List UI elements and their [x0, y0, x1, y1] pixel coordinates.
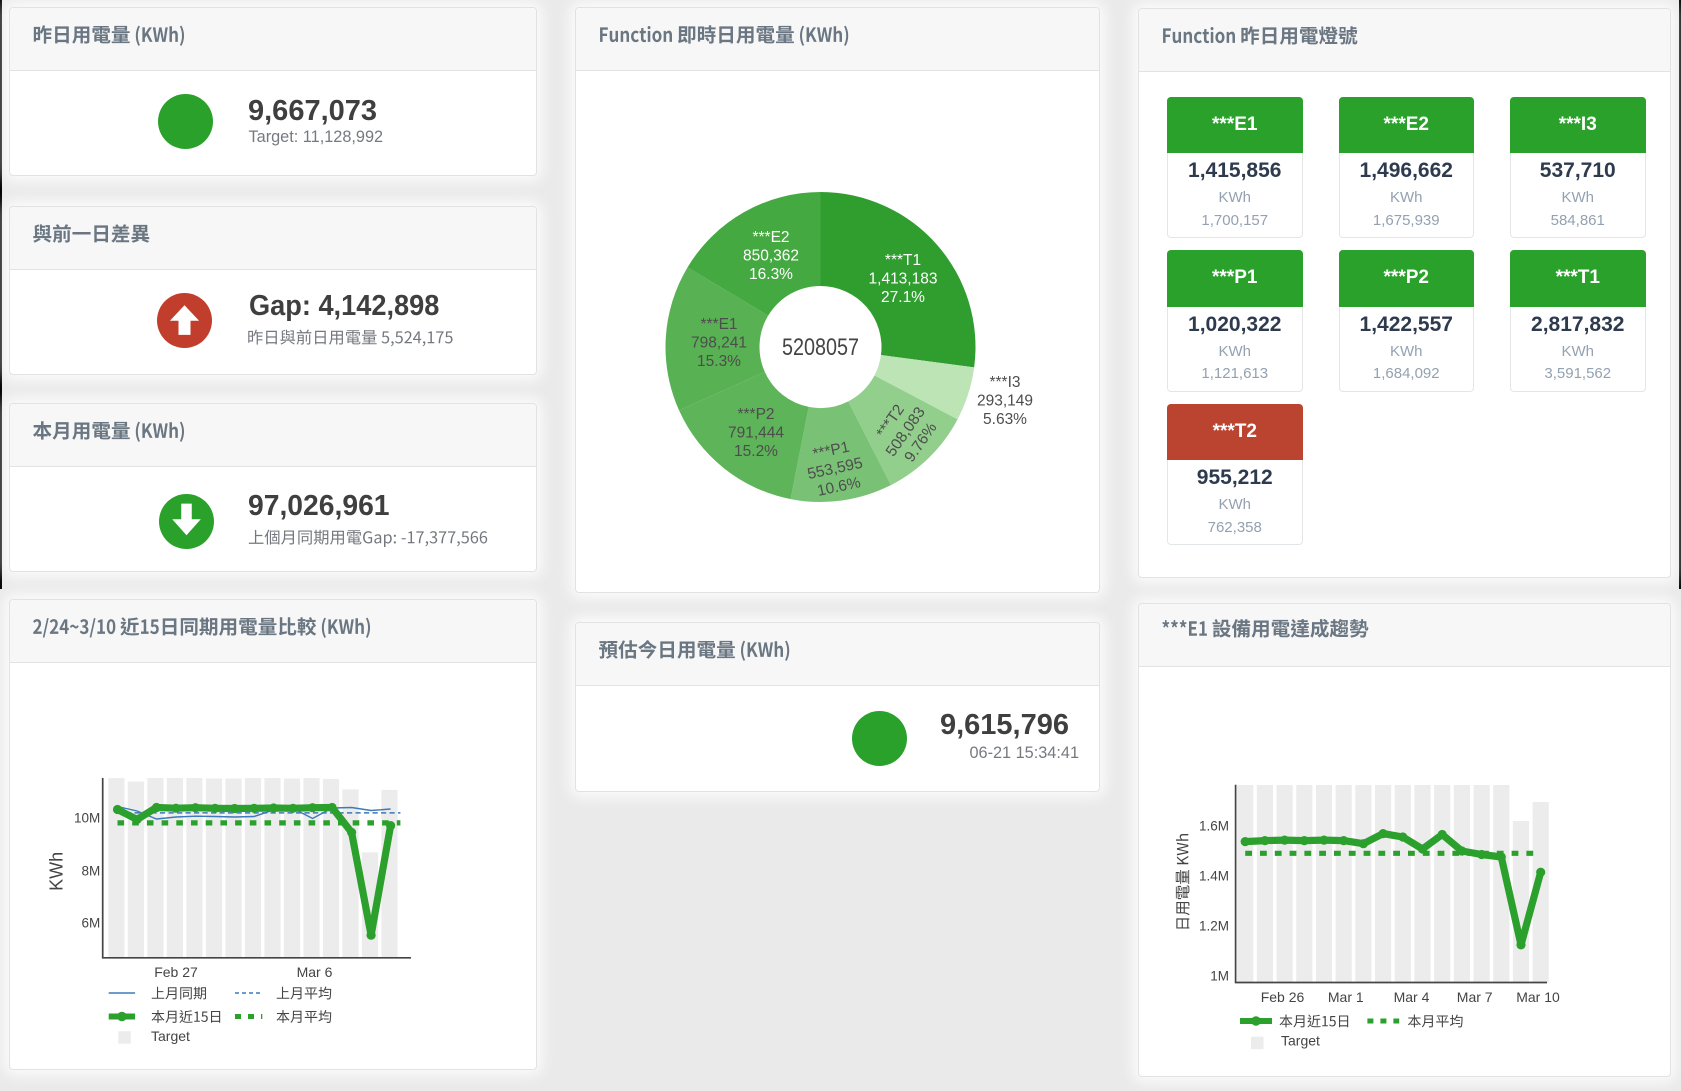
svg-text:850,362: 850,362: [743, 248, 799, 265]
svg-text:Mar 6: Mar 6: [297, 964, 333, 980]
svg-text:Mar 1: Mar 1: [1328, 989, 1364, 1005]
svg-text:16.3%: 16.3%: [749, 266, 793, 283]
svg-text:***P2: ***P2: [737, 406, 774, 423]
svg-text:Target: Target: [151, 1028, 190, 1044]
svg-text:10M: 10M: [74, 810, 100, 825]
svg-text:1.6M: 1.6M: [1199, 819, 1229, 834]
svg-text:1.4M: 1.4M: [1199, 869, 1229, 884]
svg-text:1,413,183: 1,413,183: [869, 271, 938, 288]
svg-text:27.1%: 27.1%: [881, 289, 925, 306]
svg-text:***E1: ***E1: [700, 316, 737, 333]
svg-text:Mar 7: Mar 7: [1457, 989, 1493, 1005]
svg-text:Mar 10: Mar 10: [1516, 989, 1560, 1005]
svg-text:15.3%: 15.3%: [697, 353, 741, 370]
svg-text:1M: 1M: [1210, 969, 1229, 984]
svg-text:1.2M: 1.2M: [1199, 919, 1229, 934]
svg-text:Target: Target: [1281, 1033, 1320, 1049]
svg-text:Mar 4: Mar 4: [1394, 989, 1430, 1005]
svg-text:15.2%: 15.2%: [734, 443, 778, 460]
svg-text:Feb 27: Feb 27: [154, 964, 198, 980]
svg-text:5.63%: 5.63%: [983, 411, 1027, 428]
svg-text:6M: 6M: [82, 915, 101, 930]
svg-text:5208057: 5208057: [782, 334, 859, 361]
svg-text:798,241: 798,241: [691, 335, 747, 352]
svg-text:***T1: ***T1: [885, 252, 921, 269]
svg-text:KWh: KWh: [47, 852, 67, 891]
svg-text:791,444: 791,444: [728, 424, 784, 441]
svg-text:8M: 8M: [82, 863, 101, 878]
svg-text:***E2: ***E2: [752, 229, 789, 246]
svg-text:293,149: 293,149: [977, 393, 1033, 410]
svg-text:***I3: ***I3: [989, 374, 1020, 391]
svg-text:Feb 26: Feb 26: [1261, 989, 1305, 1005]
